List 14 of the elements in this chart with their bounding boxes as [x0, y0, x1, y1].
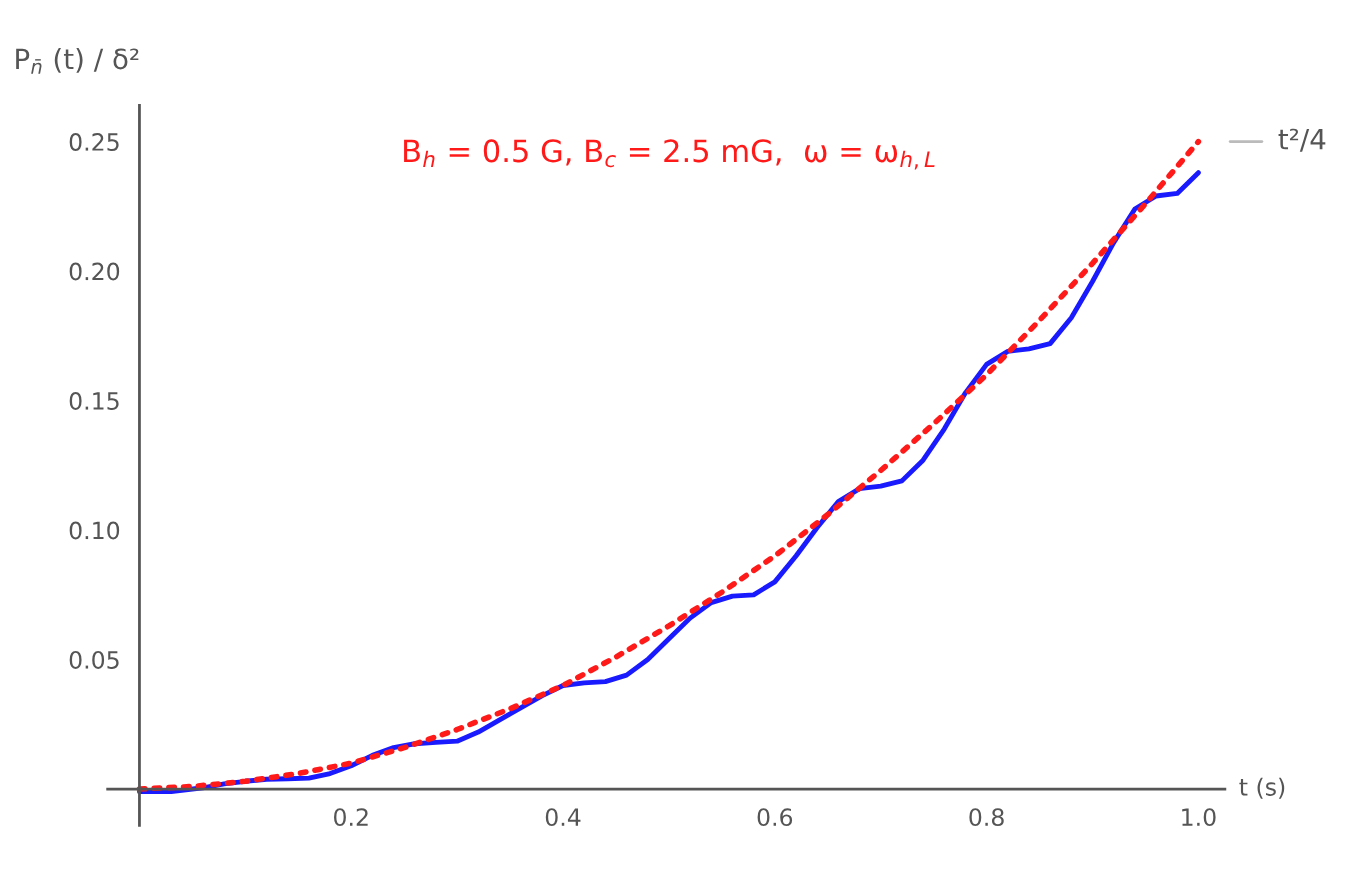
x-tick-label: 0.6 [757, 808, 793, 827]
x-tick-label: 1.0 [1182, 808, 1216, 827]
text: t²/4 [1278, 128, 1326, 152]
x-axis-title: t (s) [1239, 777, 1285, 799]
x-tick-label: 0.8 [969, 808, 1004, 827]
annotation: B$_{h}$ = 0.5 G, B$_{c}$ = 2.5 mG, ω = ω$_{h,L}$ [404, 139, 935, 170]
y-tick-label: 0.20 [69, 262, 120, 281]
y-tick-label: 0.25 [69, 133, 119, 151]
x-tick-label: 0.4 [545, 808, 581, 827]
x-tick-label: 0.2 [334, 808, 368, 827]
y-axis-title: P$_{n̄}$ (t) / δ² [16, 48, 139, 74]
y-tick-label: 0.15 [69, 392, 119, 410]
y-tick-label: 0.05 [69, 651, 119, 669]
y-tick-label: 0.10 [69, 521, 120, 540]
